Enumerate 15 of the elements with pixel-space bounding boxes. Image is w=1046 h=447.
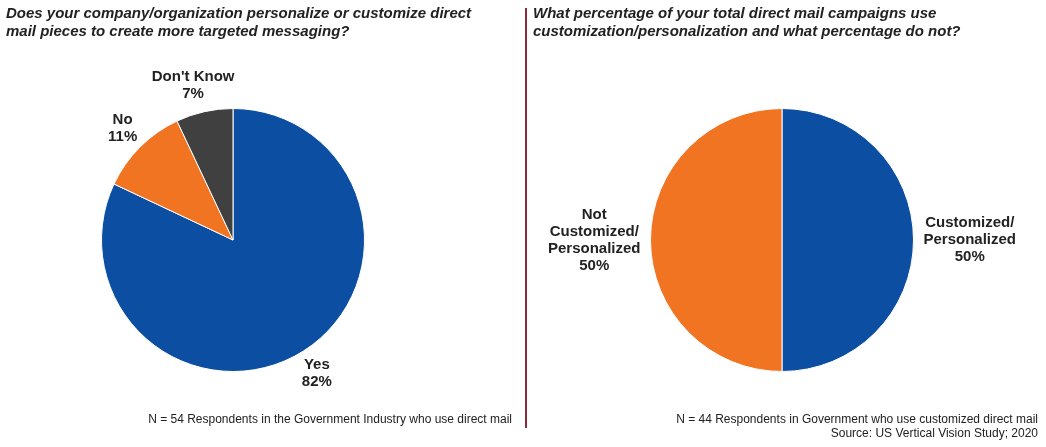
data-label: 7% xyxy=(182,83,204,101)
slice-label: No xyxy=(112,109,133,127)
chart-title: What percentage of your total direct mail campaigns use customization/personalization and what percentage do not? xyxy=(533,4,962,40)
source-note: Source: US Vertical Vision Study; 2020 xyxy=(830,426,1038,440)
data-label: 50% xyxy=(579,255,610,273)
slice-label: Customized/ Personalized xyxy=(923,213,1017,248)
text: N = 44 Respondents in Government who use customized direct mail xyxy=(676,412,1038,426)
slice-label: Yes xyxy=(303,355,330,373)
data-label: 11% xyxy=(108,126,138,144)
slice-label: Don't Know xyxy=(151,66,235,84)
text: N = 54 Respondents in the Government Industry who use direct mail xyxy=(148,412,512,426)
data-label: 50% xyxy=(954,247,985,265)
data-label: 82% xyxy=(301,372,332,390)
chart-title: Does your company/organization personalize or customize direct mail pieces to create more targeted messaging? xyxy=(6,4,473,40)
slice-label: Not Customized/ Personalized xyxy=(547,204,641,256)
